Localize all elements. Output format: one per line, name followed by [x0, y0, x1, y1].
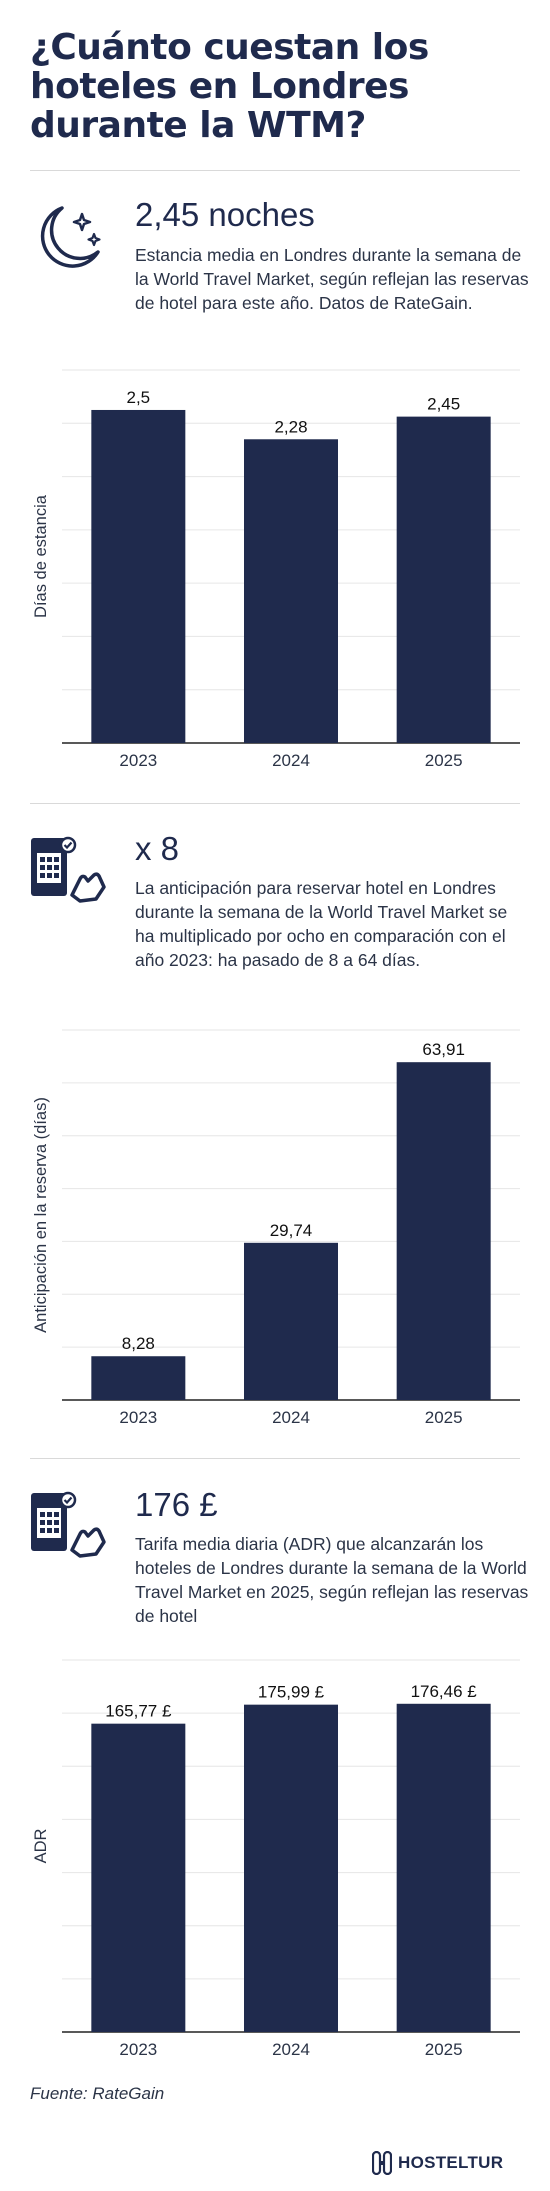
- x-tick-label: 2025: [425, 2040, 463, 2059]
- hotel-booking-icon: [31, 836, 106, 903]
- y-axis-label: ADR: [32, 1829, 50, 1864]
- description-average-stay: Estancia media en Londres durante la sem…: [135, 245, 529, 313]
- divider: [30, 803, 520, 804]
- hotel-booking-icon: [31, 1491, 106, 1558]
- chart-average-stay: 2,5 2023 2,28 2024 2,45 2025 Días de estancia: [32, 369, 520, 770]
- data-label: 8,28: [122, 1334, 155, 1353]
- divider: [30, 1458, 520, 1459]
- data-label: 63,91: [422, 1040, 465, 1059]
- data-label: 29,74: [270, 1221, 313, 1240]
- x-tick-label: 2023: [119, 1408, 157, 1427]
- brand-name: HOSTELTUR: [398, 2153, 504, 2172]
- bar-2024: [244, 1704, 338, 2032]
- divider: [30, 170, 520, 171]
- description-booking-advance: La anticipación para reservar hotel en L…: [135, 878, 508, 970]
- x-tick-label: 2024: [272, 2040, 310, 2059]
- bar-2023: [91, 1723, 186, 2032]
- description-adr: Tarifa media diaria (ADR) que alcanzarán…: [135, 1534, 529, 1626]
- chart-adr: 165,77 £ 2023 175,99 £ 2024 176,46 £ 2025 ADR: [32, 1659, 520, 2059]
- data-label: 2,28: [274, 417, 307, 436]
- brand-logo: HOSTELTUR: [372, 2150, 503, 2176]
- x-tick-label: 2023: [119, 751, 157, 770]
- bar-2024: [244, 1242, 338, 1400]
- x-tick-label: 2024: [272, 1408, 310, 1427]
- bar-2023: [91, 1356, 186, 1400]
- bar-2024: [244, 439, 338, 743]
- bar-2025: [396, 1703, 491, 2032]
- hosteltur-logo-icon: [372, 2151, 392, 2175]
- y-axis-label: Días de estancia: [32, 494, 50, 618]
- data-label: 165,77 £: [105, 1702, 172, 1721]
- source-note: Fuente: RateGain: [30, 2084, 165, 2103]
- page-title: ¿Cuánto cuestan los hoteles en Londres d…: [30, 27, 429, 146]
- chart-booking-advance: 8,28 2023 29,74 2024 63,91 2025 Anticipación e…: [32, 1029, 520, 1427]
- x-tick-label: 2023: [119, 2040, 157, 2059]
- stat-booking-multiplier: x 8: [135, 830, 180, 867]
- bar-2025: [396, 416, 491, 743]
- data-label: 176,46 £: [411, 1682, 478, 1701]
- bar-2023: [91, 409, 186, 743]
- x-tick-label: 2025: [425, 1408, 463, 1427]
- stat-adr: 176 £: [135, 1486, 218, 1523]
- moon-stars-icon: [40, 206, 101, 268]
- bar-2025: [396, 1062, 491, 1400]
- stat-average-stay: 2,45 noches: [135, 196, 315, 233]
- x-tick-label: 2025: [425, 751, 463, 770]
- data-label: 175,99 £: [258, 1683, 325, 1702]
- y-axis-label: Anticipación en la reserva (días): [32, 1097, 50, 1333]
- data-label: 2,5: [127, 388, 151, 407]
- data-label: 2,45: [427, 395, 460, 414]
- x-tick-label: 2024: [272, 751, 310, 770]
